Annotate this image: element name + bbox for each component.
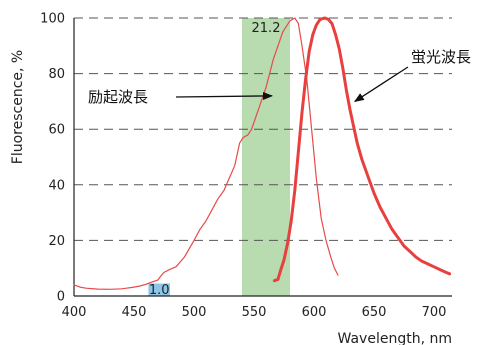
highlight-band bbox=[148, 283, 170, 296]
band-label: 21.2 bbox=[252, 21, 281, 36]
x-tick-label: 500 bbox=[182, 305, 207, 320]
x-tick-label: 400 bbox=[62, 305, 87, 320]
x-axis-title: Wavelength, nm bbox=[338, 331, 452, 345]
grid-lines bbox=[74, 17, 452, 241]
highlight-band bbox=[242, 18, 290, 296]
x-tick-label: 450 bbox=[122, 305, 147, 320]
y-tick-label: 60 bbox=[48, 123, 65, 138]
band-label: 1.0 bbox=[149, 283, 170, 298]
annotations: 励起波長 蛍光波長 bbox=[88, 48, 471, 106]
y-axis-title: Fluorescence, % bbox=[10, 50, 26, 164]
data-series bbox=[73, 16, 452, 290]
highlight-bands: 21.2 1.0 bbox=[148, 18, 290, 298]
y-tick-label: 40 bbox=[48, 178, 65, 193]
x-tick-label: 600 bbox=[302, 305, 327, 320]
excitation-label: 励起波長 bbox=[88, 88, 148, 106]
emission-label: 蛍光波長 bbox=[411, 48, 471, 66]
x-tick-label: 700 bbox=[422, 305, 447, 320]
axes bbox=[73, 18, 452, 297]
emission-arrow bbox=[353, 66, 409, 102]
y-tick-label: 100 bbox=[40, 12, 65, 27]
x-tick-label: 650 bbox=[362, 305, 387, 320]
emission-spectrum-line bbox=[272, 16, 452, 283]
y-tick-label: 20 bbox=[48, 234, 65, 249]
excitation-arrow bbox=[175, 91, 273, 100]
tick-labels: 400 450 500 550 600 650 700 0 20 40 60 80 100 bbox=[40, 12, 446, 321]
y-tick-label: 80 bbox=[48, 67, 65, 82]
x-tick-label: 550 bbox=[242, 305, 267, 320]
y-tick-label: 0 bbox=[57, 290, 65, 305]
excitation-spectrum-line bbox=[73, 17, 339, 290]
